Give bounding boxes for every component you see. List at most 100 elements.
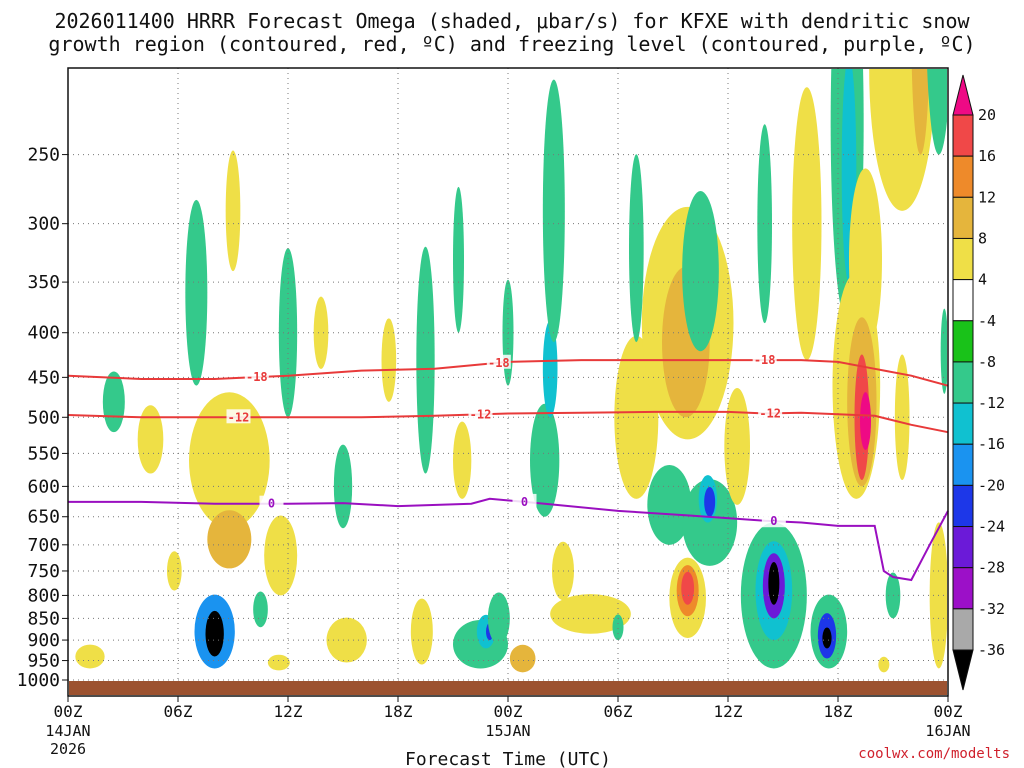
colorbar-band-0 [952,74,974,116]
contour-label-bg-1-0 [226,409,251,424]
omega-cell-13 [253,591,268,628]
omega-cell-39 [682,191,719,352]
contour-label-0-0: -18 [246,370,268,384]
contour-label-0-1: -18 [488,356,510,370]
omega-cell-5 [185,199,208,386]
omega-cell-10 [205,610,224,657]
omega-cell-33 [550,594,631,634]
colorbar-band-4 [952,237,974,281]
omega-cell-71 [940,308,947,394]
omega-cell-14 [267,654,290,671]
omega-cell-27 [509,644,536,673]
omega-cell-29 [530,403,560,517]
contour-label-bg-2-2 [761,513,786,528]
omega-cell-22 [453,186,464,333]
y-tick-label-950: 950 [27,651,60,672]
y-tick-label-750: 750 [27,561,60,582]
colorbar-label-11: -28 [978,559,1005,577]
contour-label-bg-2-1 [512,493,537,508]
x-tick-date-48: 16JAN [925,722,970,740]
x-tick-label-18: 18Z [384,702,413,721]
omega-cell-69 [927,69,947,155]
omega-cell-21 [453,421,472,499]
x-axis-label: Forecast Time (UTC) [405,749,611,768]
contour-line-2 [68,497,949,582]
colorbar-label-1: 16 [978,147,996,165]
chart-title-line-2: growth region (contoured, red, ºC) and f… [48,32,976,56]
contour-label-bg-0-1 [486,354,511,369]
colorbar-label-3: 8 [978,229,987,247]
omega-cell-15 [313,296,329,369]
contour-label-bg-1-1 [468,406,493,421]
omega-cell-41 [682,479,738,566]
omega-cell-40 [647,464,692,545]
omega-cell-66 [894,354,910,481]
y-tick-label-400: 400 [27,323,60,344]
credit-text: coolwx.com/modelts [858,746,1010,762]
colorbar-band-2 [952,155,974,198]
omega-cell-4 [167,551,182,591]
colorbar-label-13: -36 [978,641,1005,659]
colorbar-label-6: -8 [978,353,996,371]
contour-label-2-0: 0 [268,497,275,511]
x-tick-label-36: 12Z [714,702,743,721]
colorbar-label-9: -20 [978,476,1005,494]
colorbar-band-8 [952,402,974,445]
omega-cell-47 [724,388,751,505]
y-tick-label-1000: 1000 [17,670,60,691]
omega-cell-43 [704,486,716,517]
colorbar-band-6 [952,320,974,363]
chart-title-line-1: 2026011400 HRRR Forecast Omega (shaded, … [54,9,970,33]
colorbar-band-13 [952,608,974,651]
y-tick-label-850: 850 [27,608,60,629]
colorbar-label-5: -4 [978,312,996,330]
contour-label-1-2: -12 [759,406,781,420]
colorbar-label-12: -32 [978,600,1005,618]
omega-cell-0 [102,371,125,433]
contour-label-0-2: -18 [754,353,776,367]
x-tick-date-0: 14JAN [45,722,90,740]
contour-label-bg-1-2 [758,405,783,420]
y-tick-label-500: 500 [27,407,60,428]
x-tick-label-6: 06Z [164,702,193,721]
colorbar-band-3 [952,196,974,239]
x-tick-label-0: 00Z [54,702,83,721]
colorbar-label-0: 20 [978,106,996,124]
omega-cell-19 [410,598,433,665]
x-tick-label-24: 00Z [494,702,523,721]
colorbar-label-2: 12 [978,188,996,206]
ground-surface [69,681,947,695]
omega-cell-8 [225,150,241,272]
x-tick-year-0: 2026 [50,740,86,758]
colorbar-band-7 [952,361,974,404]
x-tick-label-12: 12Z [274,702,303,721]
colorbar-band-10 [952,484,974,528]
omega-cell-12 [264,515,298,596]
y-tick-label-700: 700 [27,535,60,556]
omega-cell-53 [792,87,822,361]
contour-label-1-0: -12 [228,410,250,424]
colorbar-label-10: -24 [978,518,1005,536]
x-tick-label-30: 06Z [604,702,633,721]
colorbar-label-7: -12 [978,394,1005,412]
x-tick-date-24: 15JAN [485,722,530,740]
y-tick-label-450: 450 [27,367,60,388]
omega-cell-2 [75,644,105,669]
colorbar-band-9 [952,443,974,486]
omega-cell-36 [629,154,644,343]
omega-cell-52 [757,124,773,324]
colorbar-band-5 [952,279,974,322]
colorbar-label-4: 4 [978,271,987,289]
omega-cell-7 [207,510,252,569]
colorbar-band-12 [952,567,974,610]
colorbar-label-8: -16 [978,435,1005,453]
omega-cell-1 [107,0,122,60]
omega-cell-56 [822,627,832,649]
y-tick-label-250: 250 [27,145,60,166]
x-tick-label-42: 18Z [824,702,853,721]
omega-cell-68 [878,656,890,673]
omega-cell-18 [381,318,397,402]
x-tick-label-48: 00Z [934,702,963,721]
omega-cell-34 [612,614,624,641]
